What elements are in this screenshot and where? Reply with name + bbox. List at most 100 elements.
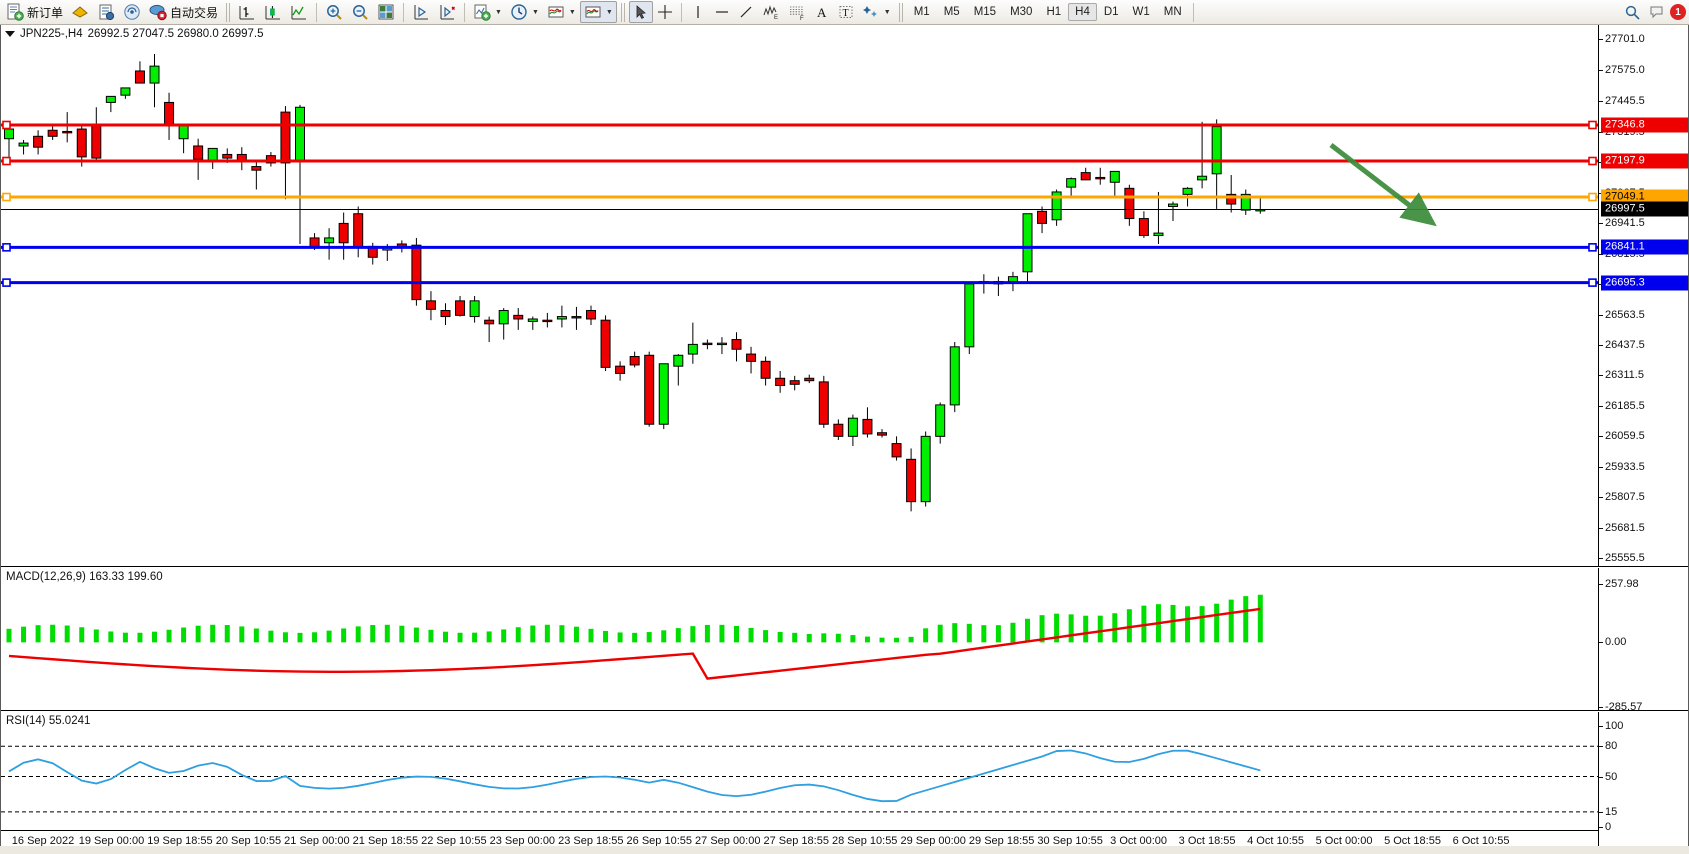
zoom-in-button[interactable] [321, 1, 347, 23]
text-box-icon: T [839, 6, 853, 19]
macd-label: MACD(12,26,9) 163.33 199.60 [6, 571, 163, 583]
price-tick-mark [1599, 101, 1603, 103]
indicator-list-button[interactable]: ▼ [579, 1, 617, 23]
vertical-line-button[interactable] [686, 1, 710, 23]
crosshair-button[interactable] [653, 1, 677, 23]
zoom-out-button[interactable] [347, 1, 373, 23]
notification-count-badge: 1 [1670, 4, 1686, 20]
toolbar-grip-3[interactable] [898, 2, 903, 22]
price-axis[interactable]: 27701.027575.027445.527319.527193.527067… [1598, 25, 1688, 566]
rsi-axis[interactable]: 100 80 50 15 0 [1598, 712, 1688, 852]
indicator-list-icon [585, 6, 601, 18]
chevron-down-icon[interactable]: ▼ [883, 8, 891, 16]
time-axis-label: 5 Oct 18:55 [1384, 835, 1441, 847]
macd-plot-area[interactable] [1, 568, 1598, 710]
text-box-button[interactable]: T [834, 1, 858, 23]
timeframe-h1[interactable]: H1 [1046, 6, 1062, 18]
price-tag-resistance-upper[interactable]: 27346.8 [1601, 117, 1688, 133]
shapes-icon [862, 6, 877, 17]
price-tag-resistance-lower[interactable]: 27197.9 [1601, 153, 1688, 169]
bar-chart-button[interactable] [234, 1, 260, 23]
timeframe-h4[interactable]: H4 [1068, 3, 1097, 21]
chevron-down-icon[interactable]: ▼ [531, 8, 539, 16]
add-indicator-button[interactable]: ▼ [469, 1, 506, 23]
main-toolbar: 新订单 [0, 0, 1689, 25]
candlestick-chart-icon [265, 6, 281, 20]
text-label-button[interactable]: A [810, 1, 834, 23]
macd-tick-mark [1599, 584, 1603, 585]
macd-tick-label: 0.00 [1605, 636, 1627, 649]
signals-button[interactable] [119, 1, 145, 23]
rsi-plot-area[interactable] [1, 712, 1598, 852]
fibonacci-button[interactable]: F [784, 1, 810, 23]
time-axis-label: 19 Sep 00:00 [78, 835, 145, 847]
rsi-label: RSI(14) 55.0241 [6, 715, 91, 727]
price-tick-label: 25681.5 [1605, 521, 1645, 534]
tile-windows-button[interactable] [373, 1, 399, 23]
rsi-tick-mark [1599, 726, 1603, 727]
toolbar-grip-1[interactable] [226, 2, 231, 22]
price-tick-label: 26059.5 [1605, 430, 1645, 443]
rsi-tick-mark [1599, 811, 1603, 813]
timeframe-m1[interactable]: M1 [913, 6, 930, 18]
price-plot-area[interactable] [1, 25, 1598, 566]
elliott-wave-button[interactable]: E [758, 1, 784, 23]
price-tick-mark [1599, 69, 1603, 71]
rsi-tick-label: 15 [1605, 805, 1618, 818]
timeframe-w1[interactable]: W1 [1132, 6, 1150, 18]
price-tick-label: 26185.5 [1605, 399, 1645, 412]
candlestick-chart-button[interactable] [260, 1, 286, 23]
line-chart-button[interactable] [286, 1, 312, 23]
vertical-line-icon [697, 6, 699, 18]
svg-text:A: A [817, 5, 827, 20]
timeframe-mn[interactable]: MN [1163, 6, 1182, 18]
price-pane[interactable]: JPN225-,H4 26992.5 27047.5 26980.0 26997… [1, 25, 1688, 567]
down-arrow-annotation[interactable] [1, 25, 1598, 566]
horizontal-line-button[interactable] [710, 1, 734, 23]
symbol-ohlc: 26992.5 27047.5 26980.0 26997.5 [87, 28, 264, 40]
autotrading-button[interactable]: 自动交易 [145, 1, 222, 23]
macd-pane[interactable]: MACD(12,26,9) 163.33 199.60 257.98 0.00 -2… [1, 568, 1688, 713]
price-tick-label: 27701.0 [1605, 33, 1645, 46]
price-tag-pivot-orange[interactable]: 27049.1 [1601, 189, 1688, 205]
notification-icon [1650, 6, 1663, 18]
chevron-down-icon[interactable]: ▼ [605, 8, 613, 16]
time-axis-label: 3 Oct 00:00 [1110, 835, 1168, 847]
symbol-name: JPN225-,H4 [20, 28, 83, 40]
timeframe-d1[interactable]: D1 [1103, 6, 1119, 18]
timeframe-m30[interactable]: M30 [1010, 6, 1033, 18]
shift-end-button[interactable] [408, 1, 434, 23]
shift-end-icon [414, 5, 429, 20]
price-tick-label: 26563.5 [1605, 308, 1645, 321]
auto-scroll-button[interactable] [434, 1, 460, 23]
timeframe-m15[interactable]: M15 [973, 6, 997, 18]
search-button[interactable] [1620, 1, 1645, 23]
templates-button[interactable]: ▼ [543, 1, 580, 23]
shapes-button[interactable]: ▼ [858, 1, 895, 23]
notification-button[interactable] [1645, 1, 1670, 23]
price-tick-mark [1599, 375, 1603, 377]
trendline-button[interactable] [734, 1, 758, 23]
expert-advisor-button[interactable] [67, 1, 93, 23]
price-tag-support-upper[interactable]: 26841.1 [1601, 239, 1688, 255]
data-window-button[interactable] [93, 1, 119, 23]
macd-tick-label: -285.57 [1605, 701, 1643, 713]
horizontal-line-icon [715, 11, 728, 13]
dropdown-triangle-icon[interactable] [5, 31, 15, 37]
timeframe-m5[interactable]: M5 [943, 6, 960, 18]
price-tag-last-price[interactable]: 26997.5 [1601, 201, 1688, 217]
period-separator-button[interactable]: ▼ [506, 1, 543, 23]
cursor-button[interactable] [628, 1, 653, 23]
toolbar-grip-2[interactable] [620, 2, 625, 22]
macd-tick-mark [1599, 642, 1603, 644]
macd-axis[interactable]: 257.98 0.00 -285.57 [1598, 568, 1688, 713]
chart-window[interactable]: JPN225-,H4 26992.5 27047.5 26980.0 26997… [0, 25, 1689, 854]
new-order-button[interactable]: 新订单 [2, 1, 67, 23]
chevron-down-icon[interactable]: ▼ [568, 8, 576, 16]
rsi-pane[interactable]: RSI(14) 55.0241 100 80 50 15 0 16 Sep 2022 19… [1, 712, 1688, 852]
toolbar-separator-3 [464, 2, 466, 22]
time-axis-label: 28 Sep 10:55 [831, 835, 898, 847]
chevron-down-icon[interactable]: ▼ [495, 8, 502, 16]
svg-text:T: T [842, 8, 848, 19]
price-tag-support-lower[interactable]: 26695.3 [1601, 275, 1688, 291]
